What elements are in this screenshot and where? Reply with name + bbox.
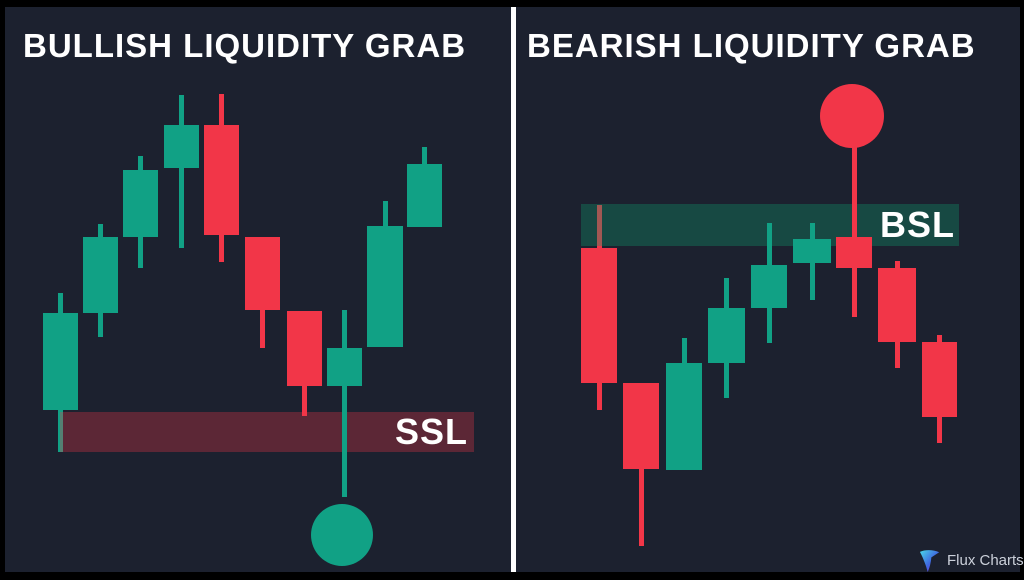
candle-body [751,265,787,308]
candle-wick [851,268,857,317]
candle-body [407,164,442,227]
candle-body [708,308,745,363]
candle-wick [219,94,224,125]
candle-wick [342,310,347,348]
candle-wick [724,278,729,308]
candle-wick [179,95,184,125]
candle-body [287,311,322,386]
candle-wick [766,308,772,343]
candle-wick [638,469,644,546]
candle-wick [937,417,942,443]
candle-wick [58,293,63,313]
candle-body [245,237,280,310]
watermark-text: Flux Charts [947,552,1024,569]
candle-body [836,237,872,268]
candle-body [123,170,158,237]
watermark: Flux Charts [919,548,1024,574]
candle-body [666,363,702,470]
candle-wick [138,237,143,268]
candle-body [581,248,617,383]
candle-wick [179,168,184,248]
candle-wick [937,335,942,342]
candle-wick-behind-zone [597,205,602,250]
candle-wick-behind-zone [58,410,63,452]
candle-wick [766,223,772,265]
candle-wick [724,363,729,398]
candle-wick [302,386,307,416]
candle-body [922,342,957,417]
candle-body [878,268,916,342]
candle-body [164,125,199,168]
candle-wick [596,383,602,410]
ssl-zone-band [60,412,474,452]
candle-wick [894,261,900,268]
candle-wick [894,342,900,368]
candle-wick [219,235,224,262]
candle-body [83,237,118,313]
candle-wick [851,147,857,237]
liquidity-grab-circle [311,504,373,566]
bearish-panel-title: BEARISH LIQUIDITY GRAB [527,27,976,64]
panel-divider [511,7,516,572]
candle-wick [342,386,347,497]
candle-body [327,348,362,386]
liquidity-grab-circle [820,84,884,148]
candle-wick [98,313,103,337]
candle-body [367,226,403,347]
candle-wick [260,310,265,348]
candle-body [204,125,239,235]
candle-wick [809,223,815,239]
candle-wick [681,338,687,363]
bullish-panel-title: BULLISH LIQUIDITY GRAB [23,27,467,64]
candle-wick [382,201,388,226]
candle-body [793,239,831,263]
candle-wick [809,263,815,300]
candle-wick [422,147,427,164]
candle-wick [138,156,143,170]
candle-body [43,313,78,410]
candle-wick [98,224,103,237]
candle-body [623,383,659,469]
flux-charts-logo-icon [919,550,940,572]
